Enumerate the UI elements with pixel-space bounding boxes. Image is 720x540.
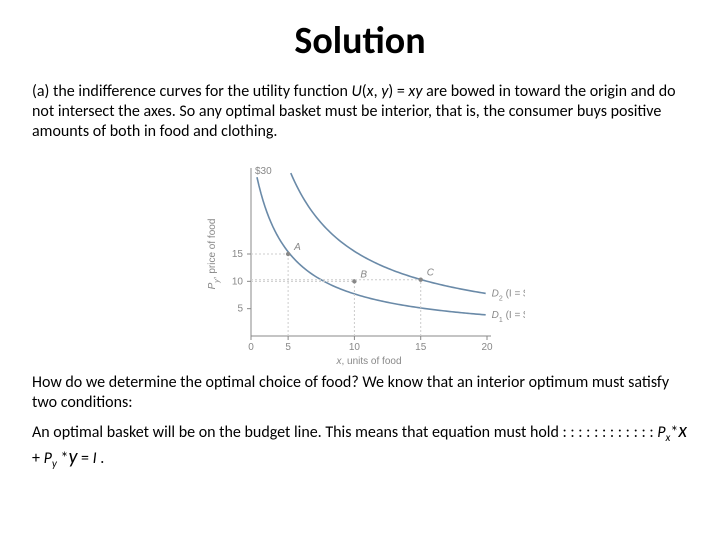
svg-text:20: 20 — [481, 342, 493, 353]
svg-text:15: 15 — [232, 249, 244, 260]
text: x — [678, 419, 687, 443]
text: ) = — [388, 82, 408, 101]
paragraph-c: An optimal basket will be on the budget … — [32, 419, 688, 471]
text: = — [77, 449, 92, 468]
paragraph-a: (a) the indifference curves for the util… — [32, 82, 688, 142]
svg-text:10: 10 — [232, 276, 244, 287]
svg-text:A: A — [293, 242, 301, 253]
svg-text:15: 15 — [415, 342, 427, 353]
svg-text:Py, price of food: Py, price of food — [207, 219, 221, 290]
svg-text:$30: $30 — [255, 166, 272, 177]
svg-text:B: B — [360, 269, 367, 280]
svg-text:D1 (I = $120): D1 (I = $120) — [492, 310, 525, 324]
svg-text:D2 (I = $200): D2 (I = $200) — [492, 288, 525, 302]
svg-text:C: C — [427, 268, 435, 279]
text: P — [657, 423, 665, 442]
svg-text:5: 5 — [285, 342, 291, 353]
svg-text:5: 5 — [237, 304, 243, 315]
text: P — [44, 449, 52, 468]
text: . — [100, 449, 104, 468]
text: U — [352, 82, 362, 101]
text: (a) the indifference curves for the util… — [32, 82, 352, 101]
page-title: Solution — [32, 18, 688, 64]
paragraph-b: How do we determine the optimal choice o… — [32, 373, 688, 413]
text: An optimal basket will be on the budget … — [32, 423, 657, 442]
svg-text:10: 10 — [349, 342, 361, 353]
text: * — [57, 449, 69, 468]
indifference-curve-chart: $30 15 10 5 0 5 10 15 20 Py, price of food x, unit… — [32, 148, 688, 373]
svg-text:x, units of food: x, units of food — [335, 356, 401, 367]
text: xy — [408, 82, 422, 101]
text: x — [367, 82, 374, 101]
svg-text:0: 0 — [248, 342, 254, 353]
text: + — [32, 449, 44, 468]
